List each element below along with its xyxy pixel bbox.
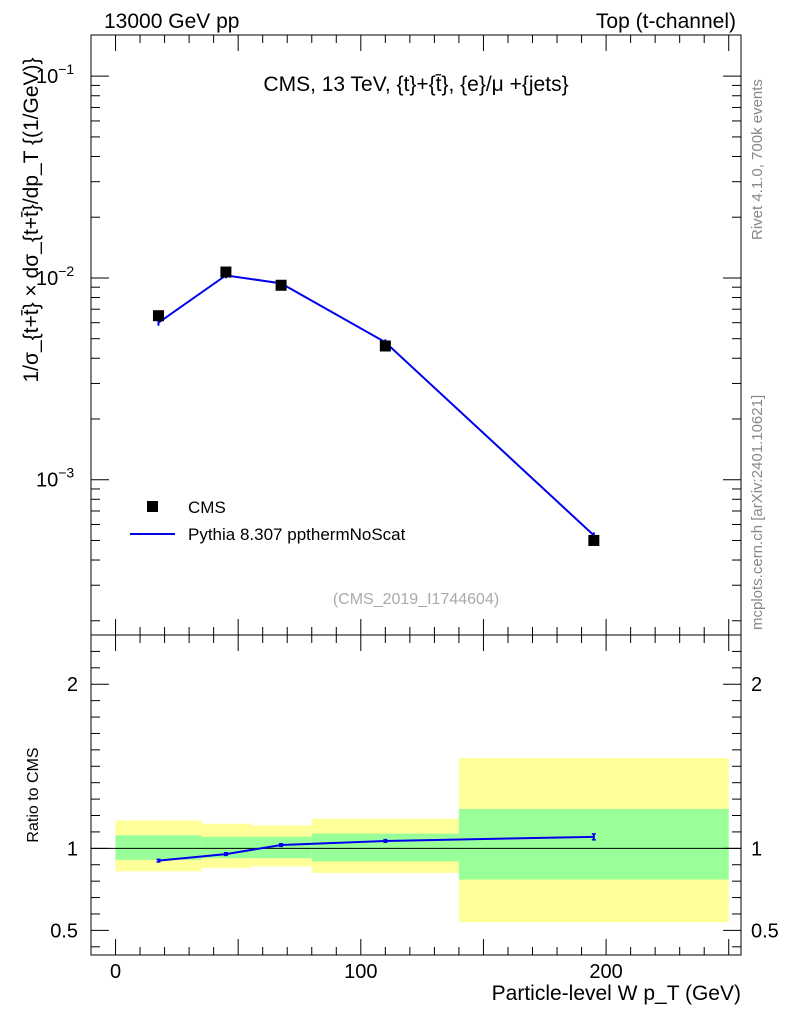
ratio-series [156, 833, 596, 863]
ratio-y-tick-label: 1 [67, 838, 78, 860]
ratio-y-tick-labels: 0.5 0.5 1 1 2 2 [50, 674, 779, 942]
ratio-band-inner [311, 833, 459, 862]
ratio-panel: 0.5 0.5 1 1 2 2 0 100 200 Ratio to CMS Particle… [25, 634, 779, 1005]
energy-label: 13000 GeV pp [104, 10, 239, 33]
x-tick-label: 100 [344, 961, 377, 983]
ratio-y-tick-label-right: 1 [751, 838, 762, 860]
x-tick-labels: 0 100 200 [110, 961, 623, 983]
x-tick-label: 0 [110, 961, 121, 983]
ratio-y-tick-label-right: 2 [751, 674, 762, 696]
legend-label-pythia: Pythia 8.307 ppthermNoScat [188, 525, 406, 544]
ratio-y-tick-label: 2 [67, 674, 78, 696]
ratio-ticks [90, 635, 741, 955]
main-y-axis-label: 1/σ_{t+t̄} × dσ_{t+t̄}/dp_T {(1/GeV)} [20, 57, 43, 382]
main-y-tick-label: 10−1 [36, 61, 74, 88]
x-tick-label: 200 [589, 961, 622, 983]
cms-data-point [275, 279, 287, 291]
main-y-tick-label: 10−2 [36, 263, 74, 290]
legend-marker-cms [147, 501, 158, 512]
x-axis-label: Particle-level W p_T (GeV) [492, 982, 741, 1005]
main-series [152, 266, 600, 546]
ratio-y-tick-label: 0.5 [50, 920, 78, 942]
ratio-y-axis-label: Ratio to CMS [25, 747, 42, 842]
main-y-tick-labels: 10−3 10−2 10−1 [36, 61, 74, 492]
source-label: mcplots.cern.ch [arXiv:2401.10621] [749, 395, 766, 630]
analysis-id-label: (CMS_2019_I1744604) [333, 591, 499, 608]
legend-label-cms: CMS [188, 498, 226, 517]
ratio-band-inner [458, 808, 729, 880]
main-ticks [90, 35, 741, 635]
ratio-band-inner [115, 835, 202, 860]
main-panel: 10−3 10−2 10−1 CMS, 13 TeV, {t}+{t̄}, {e}/… [20, 34, 742, 636]
ratio-y-tick-label-right: 0.5 [751, 920, 779, 942]
main-y-tick-label: 10−3 [36, 465, 74, 492]
ratio-band-inner [250, 836, 312, 859]
legend: CMS Pythia 8.307 ppthermNoScat [130, 498, 406, 544]
cms-data-point [379, 340, 391, 352]
rivet-version-label: Rivet 4.1.0, 700k events [749, 79, 766, 240]
chart-title: CMS, 13 TeV, {t}+{t̄}, {e}/μ +{jets} [263, 73, 568, 96]
pythia-line [157, 274, 595, 537]
process-label: Top (t-channel) [596, 10, 736, 33]
cms-data-point [220, 266, 232, 278]
cms-data-point [588, 534, 600, 546]
cms-data-point [152, 310, 164, 322]
main-frame [90, 34, 742, 636]
ratio-frame [90, 634, 742, 956]
